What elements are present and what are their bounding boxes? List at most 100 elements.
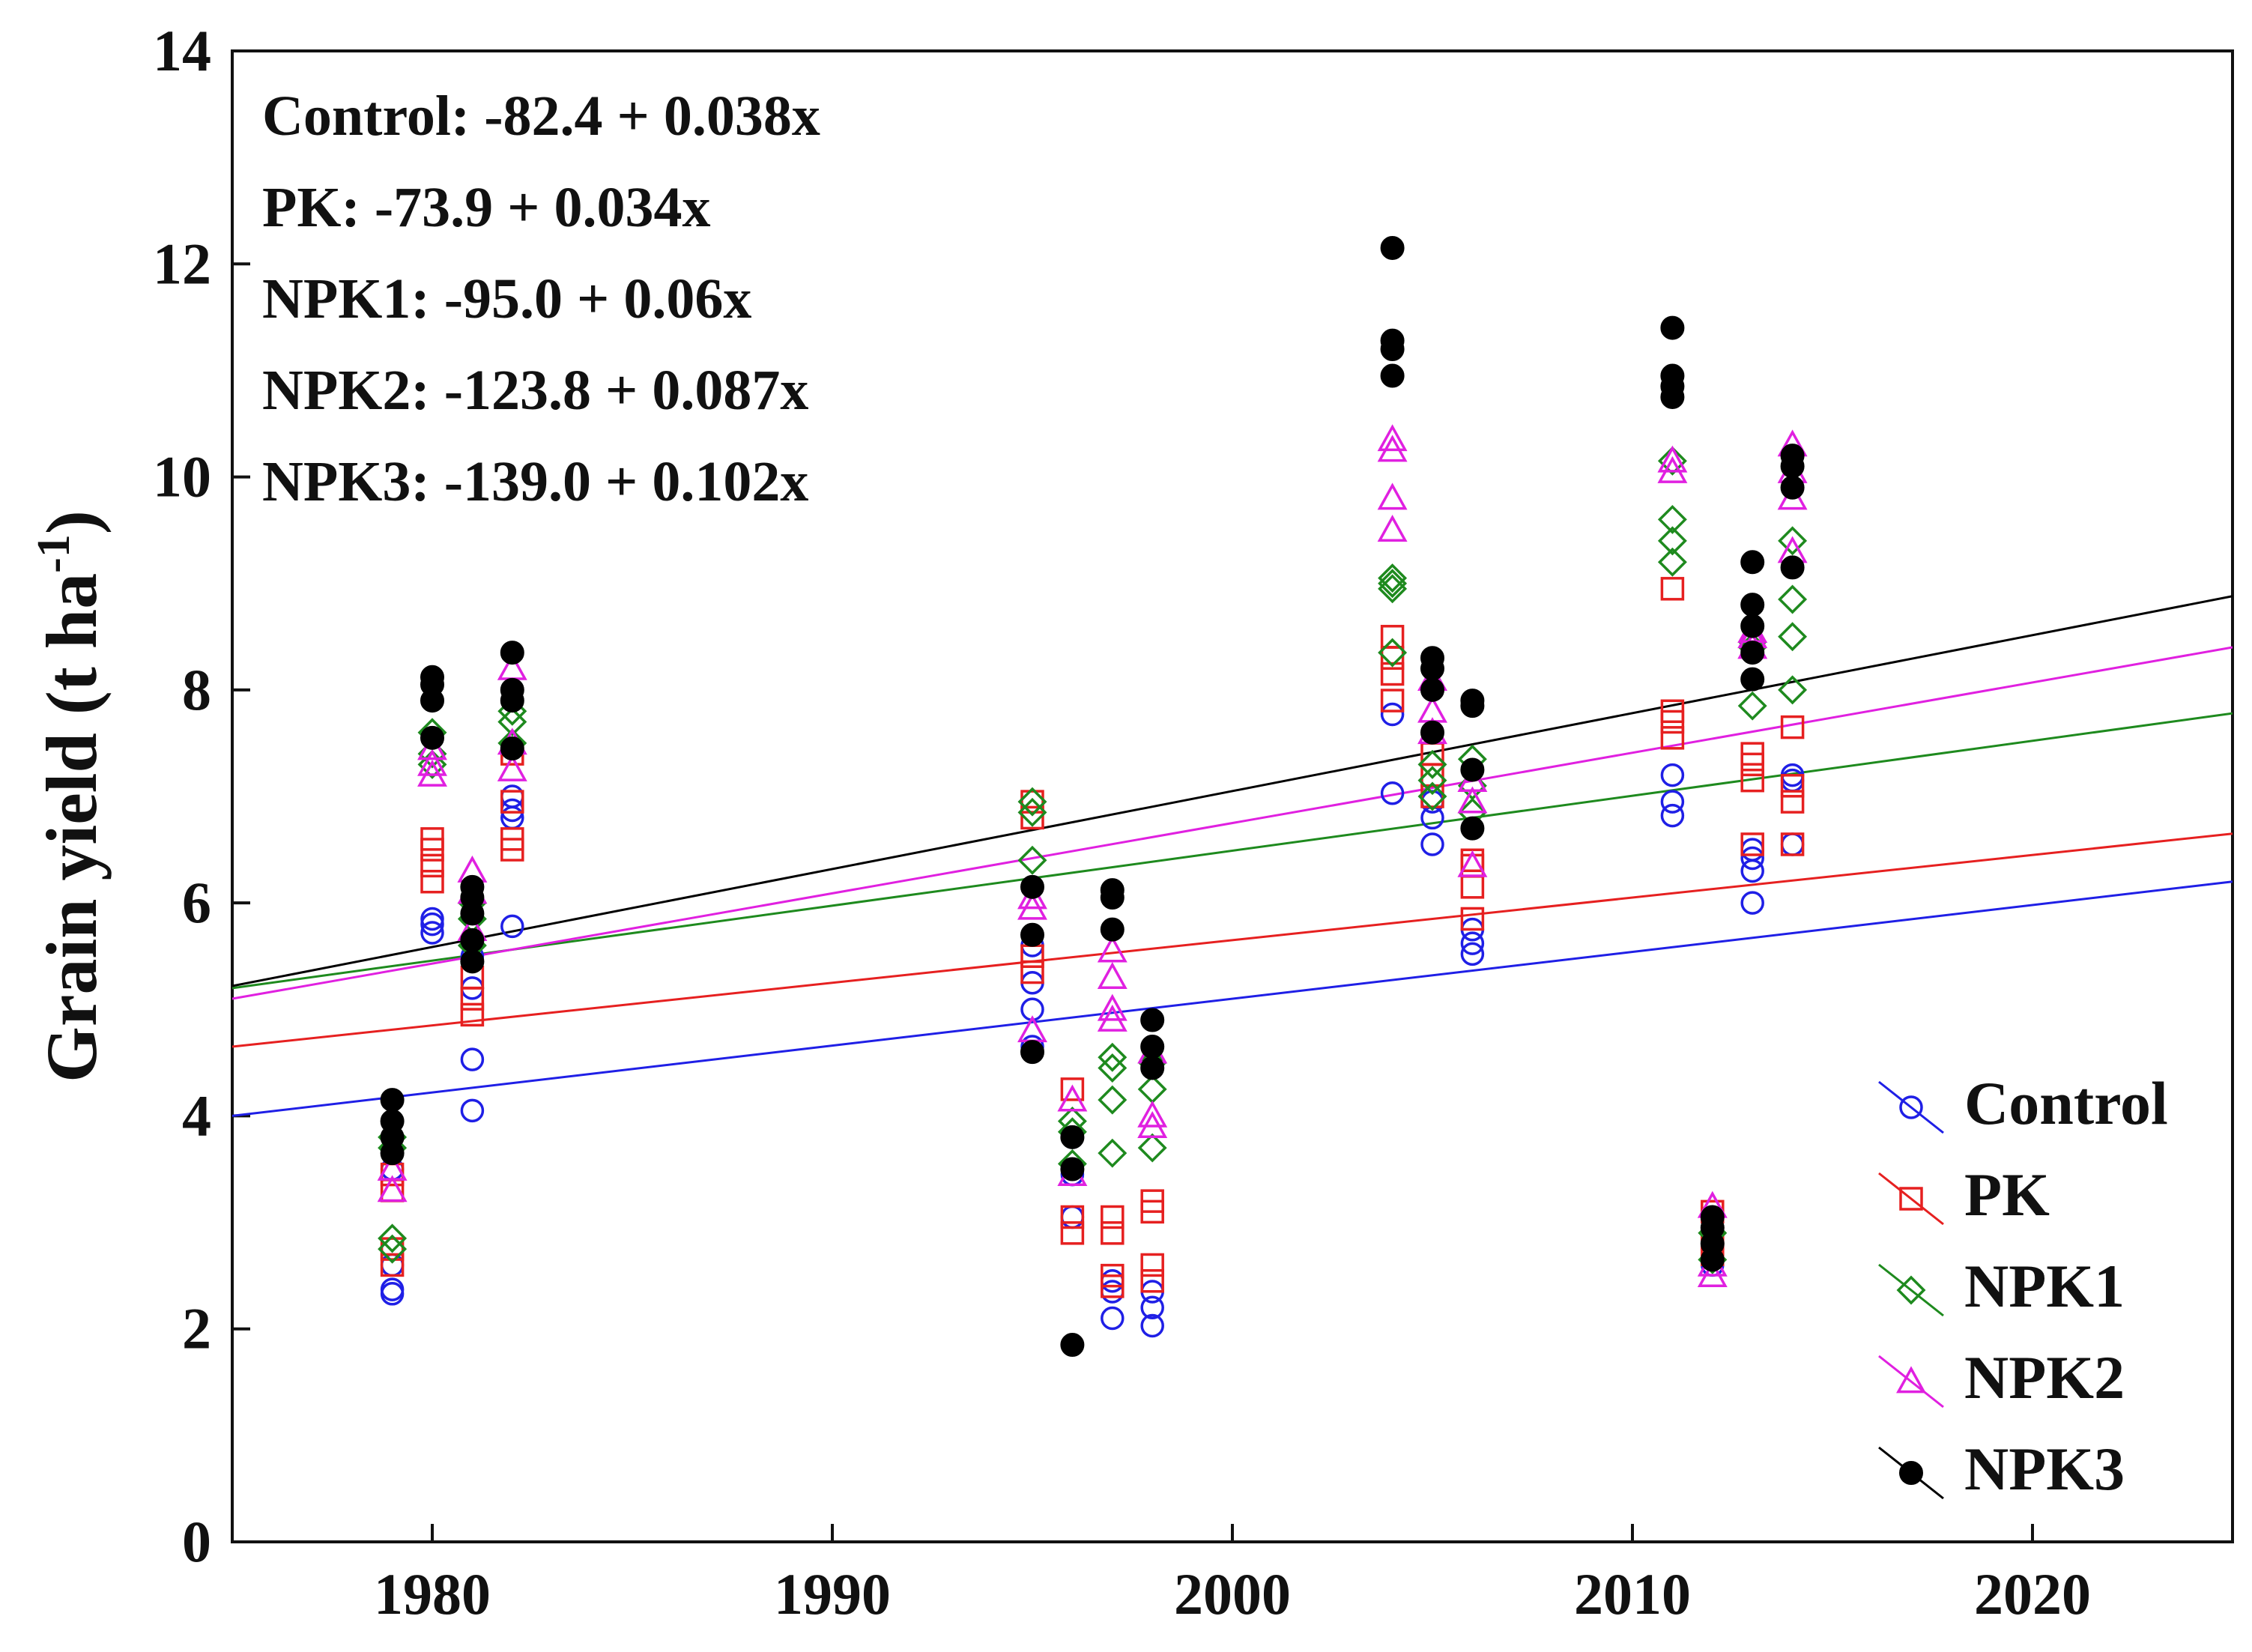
point-pk-48 bbox=[1740, 832, 1764, 856]
point-npk1-15 bbox=[1017, 787, 1047, 817]
point-pk-40 bbox=[1460, 848, 1485, 873]
regression-equations: Control: -82.4 + 0.038x PK: -73.9 + 0.03… bbox=[262, 85, 820, 513]
point-npk3-7 bbox=[420, 665, 444, 689]
point-pk-37 bbox=[1460, 907, 1485, 931]
point-npk3-51 bbox=[1740, 614, 1765, 638]
point-control-2 bbox=[380, 1253, 405, 1277]
point-npk1-26 bbox=[1378, 638, 1408, 668]
equation-control: Control: -82.4 + 0.038x bbox=[262, 85, 820, 148]
point-npk3-50 bbox=[1740, 641, 1765, 665]
point-npk3-48 bbox=[1700, 1205, 1725, 1229]
trend-lines bbox=[232, 595, 2233, 1117]
point-pk-41 bbox=[1660, 726, 1685, 750]
point-pk-18 bbox=[1020, 790, 1044, 814]
point-pk-19 bbox=[1060, 1221, 1085, 1245]
point-control-42 bbox=[1740, 859, 1764, 883]
x-tick-label-1980: 1980 bbox=[374, 1561, 491, 1627]
point-npk3-33 bbox=[1420, 720, 1444, 745]
y-tick-label-10: 10 bbox=[153, 444, 211, 509]
legend-label-pk: PK bbox=[1964, 1161, 2050, 1229]
y-axis-label: Grain yield (t ha-1) bbox=[28, 510, 112, 1083]
point-control-11 bbox=[500, 914, 524, 939]
series-npk3 bbox=[380, 235, 1805, 1358]
point-npk1-23 bbox=[1137, 1133, 1167, 1163]
point-npk2-19 bbox=[1097, 935, 1127, 963]
point-npk3-17 bbox=[1020, 1040, 1044, 1065]
point-pk-52 bbox=[1780, 832, 1805, 856]
equation-npk2: NPK2: -123.8 + 0.087x bbox=[262, 359, 808, 422]
point-pk-29 bbox=[1140, 1189, 1164, 1213]
point-pk-31 bbox=[1380, 662, 1405, 686]
point-npk3-21 bbox=[1060, 1157, 1085, 1181]
point-npk2-31 bbox=[1457, 786, 1488, 814]
point-npk3-28 bbox=[1140, 1008, 1165, 1032]
point-npk1-14 bbox=[1017, 797, 1047, 827]
point-npk1-27 bbox=[1378, 574, 1408, 604]
point-pk-54 bbox=[1780, 774, 1805, 798]
point-pk-55 bbox=[1780, 715, 1805, 739]
point-npk2-23 bbox=[1377, 515, 1408, 542]
point-npk1-36 bbox=[1657, 547, 1687, 577]
point-pk-5 bbox=[420, 853, 444, 878]
point-npk1-29 bbox=[1378, 563, 1408, 593]
y-tick-label-0: 0 bbox=[182, 1509, 211, 1574]
point-npk2-18 bbox=[1097, 962, 1127, 989]
point-npk1-28 bbox=[1378, 569, 1408, 599]
point-npk1-11 bbox=[497, 707, 527, 736]
point-npk3-29 bbox=[1380, 363, 1405, 388]
point-npk2-24 bbox=[1377, 482, 1408, 510]
point-pk-21 bbox=[1060, 1077, 1085, 1101]
legend-line-pk bbox=[1878, 1172, 1944, 1226]
point-npk3-22 bbox=[1060, 1125, 1085, 1149]
point-pk-25 bbox=[1101, 1205, 1125, 1229]
y-tick-label-8: 8 bbox=[182, 657, 211, 722]
point-npk3-27 bbox=[1140, 1035, 1165, 1059]
point-pk-30 bbox=[1380, 689, 1405, 712]
trend-line-control bbox=[232, 880, 2233, 1117]
x-tick-label-2010: 2010 bbox=[1574, 1561, 1691, 1627]
y-axis: 0 2 4 6 8 10 12 14 bbox=[153, 18, 250, 1574]
point-npk3-18 bbox=[1020, 922, 1044, 947]
point-pk-0 bbox=[380, 1253, 405, 1277]
legend-line-npk2 bbox=[1878, 1355, 1944, 1409]
point-npk2-30 bbox=[1457, 850, 1488, 877]
point-pk-1 bbox=[380, 1237, 405, 1261]
point-control-30 bbox=[1420, 832, 1444, 856]
point-npk3-9 bbox=[460, 928, 485, 952]
legend-marker-control bbox=[1899, 1095, 1923, 1119]
point-control-43 bbox=[1740, 846, 1764, 871]
point-npk3-8 bbox=[460, 949, 485, 974]
point-control-36 bbox=[1660, 803, 1685, 828]
point-npk3-25 bbox=[1100, 878, 1125, 903]
equation-npk3: NPK3: -139.0 + 0.102x bbox=[262, 450, 808, 513]
point-npk1-24 bbox=[1137, 1074, 1167, 1104]
point-npk1-38 bbox=[1657, 504, 1687, 534]
y-tick-label-2: 2 bbox=[182, 1296, 211, 1361]
point-npk2-8 bbox=[497, 754, 527, 781]
point-npk1-42 bbox=[1737, 691, 1767, 721]
point-npk3-54 bbox=[1780, 555, 1805, 580]
point-pk-7 bbox=[420, 827, 444, 851]
point-npk3-37 bbox=[1460, 816, 1485, 841]
legend-marker-npk1 bbox=[1896, 1275, 1926, 1305]
legend-item-npk3 bbox=[1878, 1446, 1944, 1500]
point-pk-8 bbox=[460, 1002, 485, 1027]
point-npk3-4 bbox=[420, 725, 444, 750]
series-npk2 bbox=[377, 424, 1808, 1287]
point-pk-13 bbox=[500, 790, 524, 814]
y-axis-label-close: ) bbox=[31, 510, 112, 534]
point-control-19 bbox=[1060, 1205, 1085, 1229]
point-npk3-34 bbox=[1420, 677, 1444, 702]
legend-label-npk1: NPK1 bbox=[1964, 1252, 2125, 1320]
point-pk-27 bbox=[1140, 1253, 1164, 1277]
point-npk1-30 bbox=[1417, 781, 1447, 811]
series-control bbox=[380, 702, 1805, 1338]
y-axis-label-main: Grain yield (t ha bbox=[31, 573, 112, 1083]
point-npk3-13 bbox=[500, 736, 524, 761]
point-npk3-43 bbox=[1660, 363, 1685, 388]
point-pk-53 bbox=[1780, 790, 1805, 814]
data-points bbox=[377, 235, 1808, 1358]
point-control-14 bbox=[500, 784, 524, 808]
point-npk3-55 bbox=[1780, 475, 1805, 500]
